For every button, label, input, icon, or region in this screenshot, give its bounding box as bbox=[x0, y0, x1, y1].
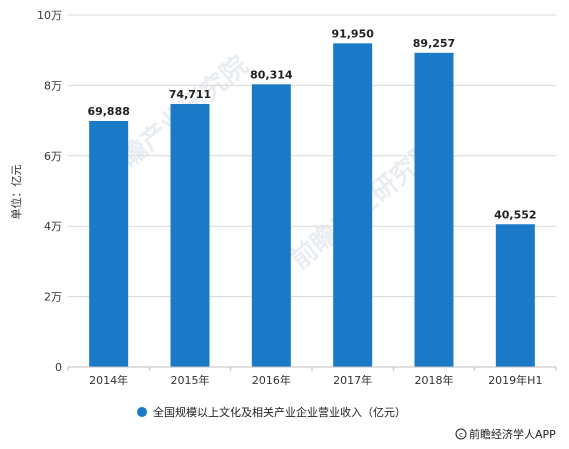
bar bbox=[170, 104, 210, 368]
data-label: 89,257 bbox=[413, 37, 455, 50]
bar bbox=[414, 52, 454, 367]
copyright-icon: c bbox=[455, 428, 467, 440]
x-tick-label: 2014年 bbox=[89, 373, 128, 387]
y-tick-label: 8万 bbox=[44, 79, 62, 92]
x-tick-label: 2015年 bbox=[171, 373, 210, 387]
x-axis: 2014年 2015年 2016年 2017年 2018年 2019年H1 bbox=[67, 366, 557, 387]
credit-text: 前瞻经济学人APP bbox=[469, 427, 556, 441]
y-tick-label: 10万 bbox=[37, 9, 62, 22]
legend-label: 全国规模以上文化及相关产业企业营业收入（亿元） bbox=[153, 405, 406, 419]
credit: c 前瞻经济学人APP bbox=[455, 427, 556, 441]
bar bbox=[495, 224, 535, 367]
bar bbox=[333, 43, 373, 367]
svg-text:c: c bbox=[459, 431, 463, 439]
y-tick-label: 6万 bbox=[44, 150, 62, 163]
legend-marker bbox=[137, 407, 147, 417]
y-tick-label: 2万 bbox=[44, 291, 62, 304]
y-tick-label: 0 bbox=[55, 361, 62, 374]
y-axis: 0 2万 4万 6万 8万 10万 bbox=[37, 9, 62, 374]
y-tick-label: 4万 bbox=[44, 220, 62, 233]
x-tick-label: 2018年 bbox=[415, 373, 454, 387]
data-label: 40,552 bbox=[494, 208, 536, 221]
data-label: 74,711 bbox=[169, 88, 211, 101]
data-labels: 69,888 74,711 80,314 91,950 89,257 40,552 bbox=[87, 27, 536, 221]
data-label: 80,314 bbox=[250, 68, 293, 81]
y-axis-title: 单位：亿元 bbox=[9, 165, 23, 220]
bar bbox=[251, 84, 291, 367]
data-label: 91,950 bbox=[331, 27, 374, 40]
bars bbox=[89, 43, 535, 368]
x-tick-label: 2017年 bbox=[333, 373, 372, 387]
x-tick-label: 2016年 bbox=[252, 373, 291, 387]
gridlines bbox=[68, 14, 556, 298]
bar bbox=[89, 120, 129, 368]
data-label: 69,888 bbox=[87, 105, 129, 118]
x-tick-label: 2019年H1 bbox=[488, 373, 542, 387]
legend: 全国规模以上文化及相关产业企业营业收入（亿元） bbox=[137, 405, 406, 419]
